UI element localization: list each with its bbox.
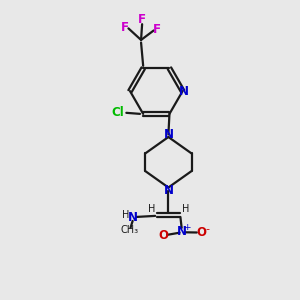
Text: F: F [138, 14, 146, 26]
Text: O: O [196, 226, 206, 239]
Text: O: O [159, 229, 169, 242]
Text: N: N [164, 128, 173, 141]
Text: N: N [177, 225, 187, 238]
Text: H: H [122, 211, 130, 220]
Text: CH₃: CH₃ [120, 225, 139, 235]
Text: N: N [128, 212, 138, 224]
Text: +: + [183, 224, 190, 232]
Text: Cl: Cl [112, 106, 124, 119]
Text: F: F [121, 21, 129, 34]
Text: -: - [205, 224, 209, 234]
Text: F: F [153, 23, 161, 36]
Text: N: N [179, 85, 189, 98]
Text: N: N [164, 184, 173, 196]
Text: H: H [182, 204, 190, 214]
Text: H: H [148, 204, 155, 214]
